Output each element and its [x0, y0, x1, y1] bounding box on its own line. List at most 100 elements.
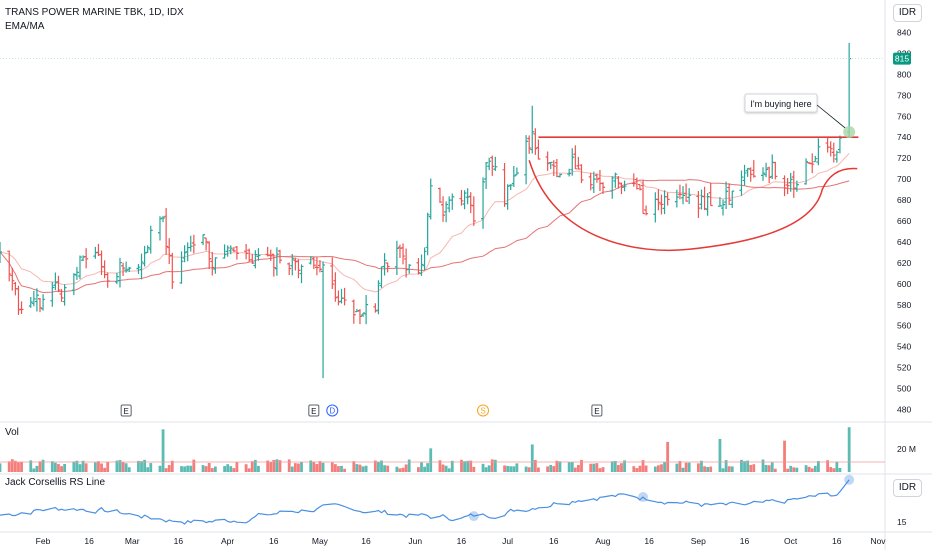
x-tick-label: May — [312, 536, 329, 546]
volume-bar — [546, 466, 550, 472]
ohlc-bar — [354, 308, 359, 313]
ohlc-bar — [644, 205, 649, 216]
volume-bar — [718, 438, 722, 472]
callout-box — [744, 93, 818, 113]
volume-bar — [50, 461, 54, 472]
volume-bar — [167, 465, 171, 472]
y-tick-label: 840 — [897, 27, 911, 37]
y-tick-label: 500 — [897, 384, 911, 394]
ohlc-bar — [441, 196, 446, 222]
ohlc-bar — [167, 238, 172, 264]
volume-bar — [727, 466, 731, 472]
ohlc-bar — [157, 216, 162, 241]
rs-tick-label: 15 — [897, 517, 907, 527]
ohlc-bar — [170, 252, 175, 289]
volume-bar — [530, 444, 534, 472]
volume-bar — [441, 464, 445, 472]
volume-bar — [537, 467, 540, 472]
volume-bar — [278, 460, 282, 472]
volume-bar — [555, 460, 559, 472]
volume-bar — [164, 468, 168, 472]
volume-bar — [829, 467, 833, 472]
volume-bar — [552, 466, 556, 472]
ohlc-bar — [791, 170, 796, 198]
volume-bar — [84, 463, 88, 472]
ohlc-bar — [37, 298, 42, 313]
rs-pane-title: Jack Corsellis RS Line — [5, 477, 106, 488]
volume-bar — [746, 460, 750, 472]
ohlc-bar — [730, 190, 735, 208]
ohlc-bar — [594, 173, 599, 183]
ohlc-bar — [721, 199, 726, 216]
volume-bar — [601, 467, 605, 472]
volume-bar — [426, 463, 430, 472]
ohlc-bar — [419, 254, 424, 276]
volume-bar — [617, 465, 620, 472]
volume-bar — [709, 466, 713, 472]
ohlc-bar — [551, 160, 556, 176]
ohlc-bar — [228, 245, 233, 255]
volume-bar — [789, 465, 793, 472]
ohlc-bar — [136, 264, 141, 274]
ohlc-bar — [28, 296, 33, 308]
split-marker — [477, 404, 490, 417]
volume-bar — [481, 463, 485, 472]
volume-bar — [804, 465, 808, 472]
ohlc-bar — [382, 253, 387, 276]
ohlc-bar — [317, 260, 322, 273]
volume-bar — [813, 465, 817, 472]
x-tick-label: Jun — [408, 536, 422, 546]
rs-currency-button[interactable]: IDR — [893, 479, 922, 497]
volume-bar — [115, 460, 119, 472]
ohlc-bar — [613, 172, 618, 188]
ohlc-bar — [767, 166, 772, 184]
volume-bar — [527, 467, 531, 472]
volume-bar — [63, 463, 67, 472]
ohlc-bar — [16, 285, 21, 315]
volume-bar — [41, 459, 45, 472]
volume-bar — [269, 462, 273, 472]
ohlc-bar — [404, 248, 409, 278]
volume-bar — [146, 467, 150, 472]
x-tick-label: Aug — [595, 536, 610, 546]
volume-bar — [807, 466, 811, 472]
volume-bar — [660, 464, 663, 472]
ohlc-bar — [210, 251, 215, 276]
ohlc-bar — [376, 280, 381, 315]
volume-bar — [638, 465, 642, 472]
volume-bar — [272, 460, 276, 472]
x-tick-label: 16 — [549, 536, 559, 546]
ohlc-bar — [59, 289, 64, 302]
volume-bar — [580, 459, 583, 472]
ohlc-bar — [530, 105, 535, 154]
ohlc-bar — [444, 201, 449, 223]
x-tick-label: 16 — [740, 536, 750, 546]
volume-bar — [337, 466, 340, 472]
ohlc-bar — [277, 249, 282, 264]
volume-bar — [13, 460, 17, 472]
ohlc-bar — [271, 253, 276, 277]
ohlc-bar — [533, 128, 538, 155]
volume-bar — [783, 440, 786, 472]
volume-bar — [17, 462, 20, 472]
volume-bar — [706, 467, 710, 472]
volume-bar — [463, 461, 466, 472]
ohlc-bar — [601, 182, 606, 194]
volume-bar — [792, 467, 796, 472]
ohlc-bar — [428, 178, 433, 220]
x-tick-label: 16 — [832, 536, 842, 546]
ohlc-bar — [588, 172, 593, 191]
volume-bar — [78, 464, 82, 472]
ohlc-bar — [161, 216, 166, 223]
ohlc-bar — [687, 188, 692, 205]
ohlc-bar — [773, 161, 778, 180]
currency-button[interactable]: IDR — [893, 4, 922, 22]
volume-bar — [287, 459, 291, 472]
ohlc-bar — [188, 235, 193, 252]
volume-bar — [127, 467, 131, 472]
volume-bar — [20, 461, 23, 472]
volume-bar — [106, 461, 110, 472]
ohlc-bar — [641, 180, 646, 215]
ohlc-bar — [450, 193, 455, 210]
